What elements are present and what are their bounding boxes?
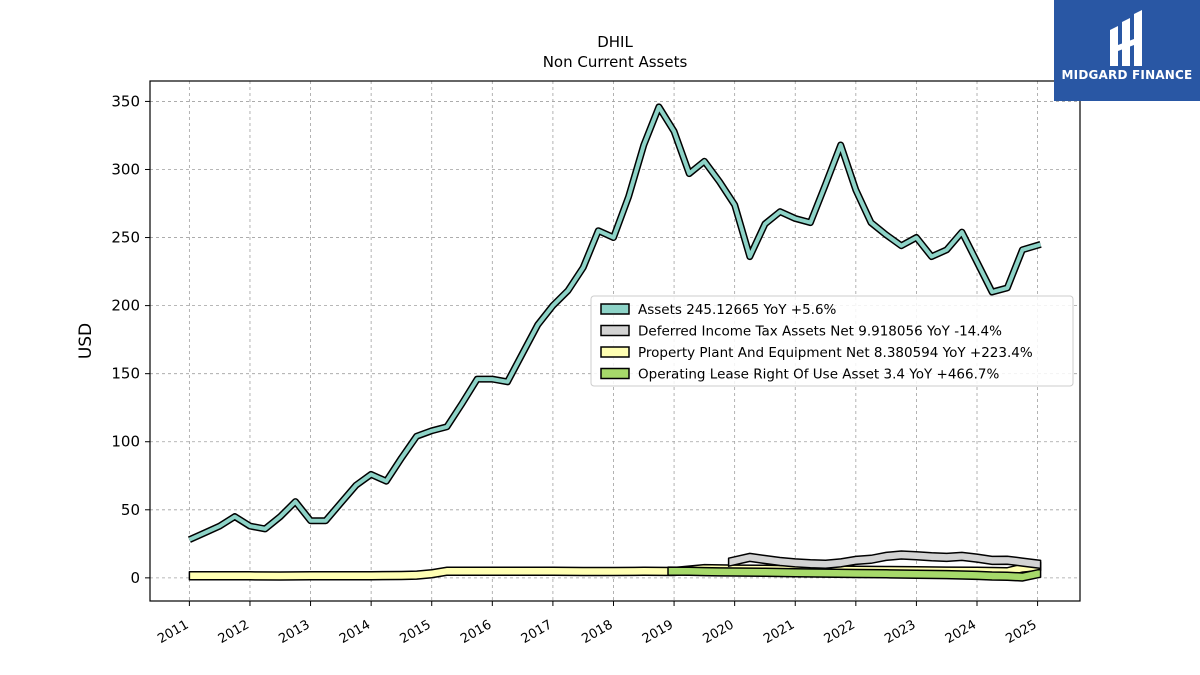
x-tick-label: 2024 [943,617,979,647]
x-tick-label: 2012 [216,617,252,647]
y-tick-label: 350 [111,92,140,110]
y-tick-label: 0 [130,569,140,587]
y-axis-label: USD [76,323,96,359]
x-tick-label: 2023 [882,617,918,647]
x-tick-label: 2018 [579,617,615,647]
y-tick-label: 200 [111,297,140,315]
series-layer [187,103,1042,582]
y-tick-label: 250 [111,229,140,247]
chart-title: DHIL [597,33,633,51]
x-tick-label: 2016 [458,617,494,647]
x-tick-label: 2015 [398,617,434,647]
y-tick-label: 100 [111,433,140,451]
y-tick-label: 150 [111,365,140,383]
legend-swatch [600,367,630,380]
x-tick-label: 2014 [337,617,373,647]
legend-swatch [600,303,630,315]
brand-name: MIDGARD FINANCE [1061,68,1193,82]
legend-swatch [600,324,630,337]
y-tick-label: 300 [111,160,140,178]
series-assets-line [188,104,1042,542]
legend-label: Operating Lease Right Of Use Asset 3.4 Y… [638,367,999,383]
series-deferred-income-tax-assets-net-band [727,550,1042,570]
legend: Assets 245.12665 YoY +5.6% Deferred Incom… [590,295,1074,387]
x-tick-label: 2022 [822,617,858,647]
x-tick-label: 2013 [276,617,312,647]
x-tick-label: 2025 [1003,617,1039,647]
x-tick-label: 2021 [761,617,797,647]
plot-frame [149,80,1081,602]
legend-label: Assets 245.12665 YoY +5.6% [638,302,837,318]
x-tick-label: 2019 [640,617,676,647]
series-operating-lease-right-of-use-asset-band [667,566,1042,582]
legend-label: Deferred Income Tax Assets Net 9.918056 … [638,324,1002,340]
legend-box [590,295,1074,387]
y-tick-label: 50 [121,501,140,519]
x-tick-label: 2017 [519,617,555,647]
x-tick-label: 2020 [700,617,736,647]
midgard-logo-icon [1110,10,1142,66]
chart-subtitle: Non Current Assets [543,53,688,71]
x-tick-label: 2011 [155,617,191,647]
legend-swatch [600,346,630,358]
legend-label: Property Plant And Equipment Net 8.38059… [638,345,1033,361]
brand-logo: MIDGARD FINANCE [1054,0,1200,101]
